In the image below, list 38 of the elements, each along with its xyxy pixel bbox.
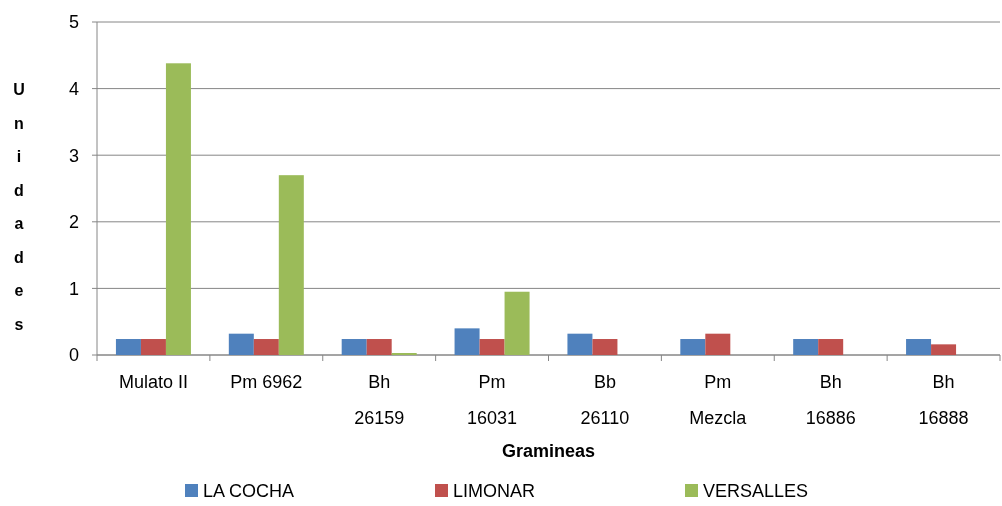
x-tick-label: Bh 16886 bbox=[805, 372, 856, 428]
x-tick-label: Pm Mezcla bbox=[689, 372, 748, 428]
legend-label: LIMONAR bbox=[453, 481, 536, 501]
y-tick-label: 1 bbox=[68, 278, 79, 299]
x-tick-label: Pm 16031 bbox=[467, 372, 518, 428]
bar bbox=[140, 339, 166, 355]
bar bbox=[705, 333, 731, 355]
bar bbox=[567, 333, 593, 355]
bar bbox=[504, 291, 530, 355]
bar bbox=[366, 339, 392, 355]
y-tick-label: 3 bbox=[68, 145, 79, 166]
x-tick-label: Bb 26110 bbox=[580, 372, 630, 428]
x-tick-label: Pm 6962 bbox=[230, 372, 303, 392]
bar bbox=[818, 339, 844, 355]
x-tick-label: Bh 26159 bbox=[354, 372, 405, 428]
legend-label: VERSALLES bbox=[703, 481, 809, 501]
bar bbox=[479, 339, 505, 355]
bar bbox=[278, 175, 304, 355]
y-tick-label: 0 bbox=[68, 345, 79, 366]
bar bbox=[115, 339, 141, 355]
x-axis-title: Gramineas bbox=[501, 441, 596, 461]
bar bbox=[228, 333, 254, 355]
bar bbox=[680, 339, 706, 355]
y-axis-title: Unidades bbox=[13, 81, 25, 333]
bar bbox=[165, 63, 191, 355]
y-tick-label: 2 bbox=[68, 212, 79, 233]
bar bbox=[931, 344, 957, 355]
y-tick-label: 5 bbox=[68, 12, 79, 33]
bar bbox=[454, 328, 480, 355]
legend-label: LA COCHA bbox=[203, 481, 295, 501]
x-tick-label: Bh 16888 bbox=[918, 372, 969, 428]
bar bbox=[793, 339, 819, 355]
bar bbox=[253, 339, 279, 355]
x-tick-label: Mulato II bbox=[118, 372, 188, 392]
bar bbox=[592, 339, 618, 355]
bar bbox=[341, 339, 367, 355]
bar bbox=[906, 339, 932, 355]
y-tick-label: 4 bbox=[68, 78, 79, 99]
